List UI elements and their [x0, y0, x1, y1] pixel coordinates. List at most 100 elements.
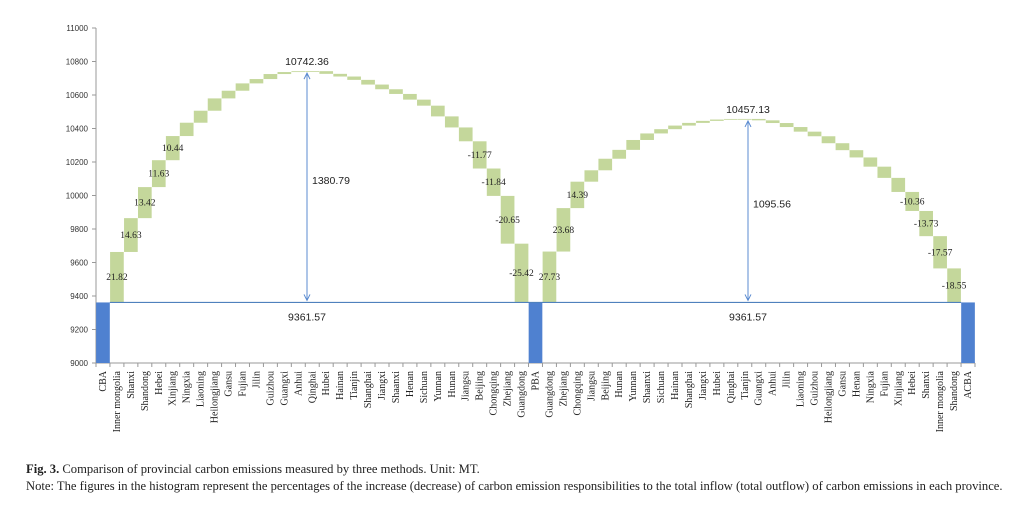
step-bar [849, 150, 864, 158]
x-tick-label: Ningxia [865, 370, 876, 403]
data-label: 23.68 [553, 226, 575, 236]
step-bar [821, 136, 836, 144]
x-tick-label: Heilongjiang [824, 371, 835, 423]
x-tick-label: Ningxia [182, 370, 193, 403]
x-tick-label: Yunnan [628, 371, 639, 402]
step-bar [570, 181, 585, 209]
data-label: 21.82 [106, 273, 128, 283]
data-label: 13.42 [134, 199, 156, 209]
base-annotation: 9361.57 [729, 311, 767, 323]
x-tick-label: Gansu [837, 371, 848, 397]
y-tick-label: 9200 [70, 326, 88, 335]
step-bar [193, 110, 208, 123]
step-bar [110, 251, 124, 303]
x-tick-label: Jiangxi [698, 371, 709, 400]
step-bar [779, 123, 794, 128]
step-bar [361, 79, 375, 85]
step-bar [458, 127, 473, 142]
x-tick-label: Zhejiang [503, 371, 514, 407]
x-tick-label: Zhejiang [558, 371, 569, 407]
peak-annotation: 10742.36 [285, 56, 329, 68]
x-tick-label: Jilin [251, 371, 262, 388]
x-tick-label: Guizhou [810, 371, 821, 405]
step-bar [221, 90, 236, 99]
step-bar [403, 93, 417, 100]
y-tick-label: 10000 [66, 192, 89, 201]
x-tick-label: Henan [405, 371, 416, 397]
step-bar [430, 105, 445, 117]
x-tick-label: Hubei [321, 371, 332, 396]
x-tick-label: Shaanxi [642, 371, 653, 403]
step-bar [682, 122, 696, 126]
x-tick-label: Guangxi [754, 371, 765, 406]
step-bar [305, 71, 320, 72]
data-label: -20.65 [495, 216, 520, 226]
step-bar [319, 71, 334, 74]
x-tick-label: Guizhou [265, 371, 276, 405]
step-bar [612, 149, 627, 159]
x-tick-label: Shandong [949, 371, 960, 411]
total-bar [528, 302, 543, 363]
step-bar [584, 170, 599, 182]
step-bar [696, 120, 710, 123]
caption-title: Comparison of provincial carbon emission… [59, 462, 480, 476]
step-bar [137, 187, 152, 219]
step-bar [905, 191, 920, 211]
step-bar [640, 133, 654, 140]
x-tick-label: Chongqing [489, 371, 500, 415]
y-tick-label: 9400 [70, 292, 88, 301]
step-bar [151, 160, 166, 188]
total-bar [961, 302, 975, 363]
step-bar [500, 195, 515, 244]
step-bar [124, 218, 138, 252]
step-bar [417, 99, 431, 106]
step-bar [919, 210, 934, 237]
step-bar [291, 71, 306, 73]
x-tick-label: Shandong [140, 371, 151, 411]
arrow-head-up-icon [303, 72, 311, 80]
x-tick-label: Guangxi [279, 371, 290, 406]
data-label: -17.57 [928, 248, 953, 258]
x-tick-label: Inner mongolia [112, 370, 123, 432]
x-tick-label: Sichuan [656, 371, 667, 403]
x-tick-label: Fujian [238, 371, 249, 397]
peak-annotation: 10457.13 [726, 104, 770, 116]
step-bar [891, 177, 906, 192]
x-tick-label: Jiangxi [377, 371, 388, 400]
data-label: -18.55 [942, 281, 967, 291]
y-tick-label: 9600 [70, 259, 88, 268]
base-annotation: 9361.57 [288, 311, 326, 323]
step-bar [807, 131, 822, 137]
x-tick-label: Hainan [335, 371, 346, 400]
x-tick-label: Guangdong [544, 371, 555, 418]
span-annotation: 1095.56 [753, 199, 791, 211]
x-tick-label: Shanghai [363, 371, 374, 408]
y-tick-label: 10200 [66, 158, 89, 167]
x-tick-label: Inner mongolia [935, 370, 946, 432]
data-label: -10.36 [900, 197, 925, 207]
step-bar [486, 168, 501, 196]
step-bar [263, 74, 278, 80]
x-tick-label: Liaoning [796, 371, 807, 407]
step-bar [793, 127, 808, 132]
step-bar [626, 139, 641, 150]
step-bar [556, 208, 571, 252]
y-tick-label: 10600 [66, 91, 89, 100]
x-tick-label: Anhui [768, 371, 779, 396]
y-tick-label: 10800 [66, 58, 89, 67]
step-bar [347, 76, 361, 80]
waterfall-chart: 9000 9200 9400 9600 9800 10000 10200 10400 10600… [66, 24, 976, 432]
data-label: -13.73 [914, 220, 939, 230]
data-label: 27.73 [539, 273, 561, 283]
step-bar [737, 118, 752, 120]
step-bar [389, 89, 403, 94]
step-bar [542, 251, 557, 303]
x-tick-label: Tianjin [740, 371, 751, 400]
x-tick-label: Jiangsu [586, 371, 597, 401]
step-bar [249, 79, 264, 84]
x-tick-label: Tianjin [349, 371, 360, 400]
step-bar [710, 119, 724, 121]
data-label: -11.77 [468, 151, 492, 161]
arrow-head-down-icon [303, 294, 311, 302]
step-bar [723, 118, 738, 120]
